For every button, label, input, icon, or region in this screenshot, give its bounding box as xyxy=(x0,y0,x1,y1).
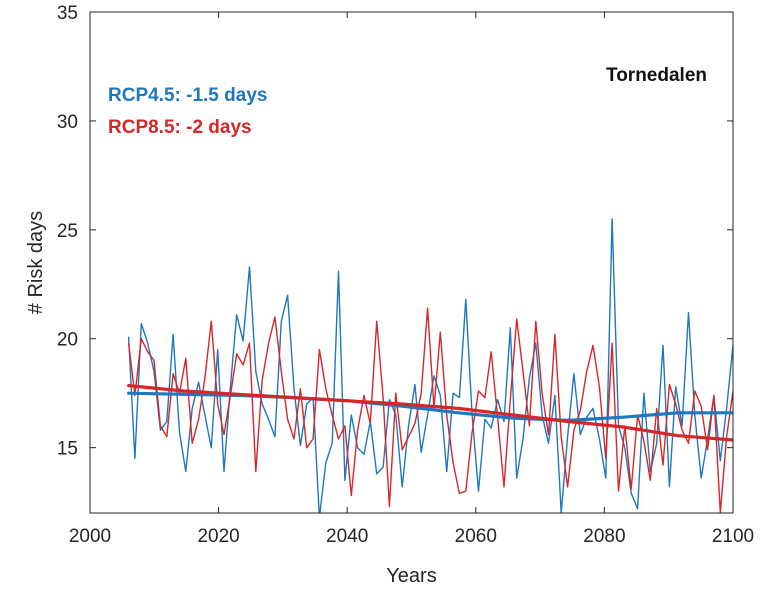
rcp85-label: RCP8.5: -2 days xyxy=(108,117,252,138)
x-tick-label: 2080 xyxy=(583,526,625,547)
rcp85-trend-line xyxy=(127,384,733,442)
series-group xyxy=(127,218,733,513)
x-tick-label: 2100 xyxy=(712,526,754,547)
x-tick-label: 2060 xyxy=(455,526,497,547)
x-tick-label: 2020 xyxy=(197,526,239,547)
x-tick-label: 2000 xyxy=(69,526,111,547)
y-tick-label: 35 xyxy=(57,3,78,24)
y-tick-label: 15 xyxy=(57,439,78,460)
x-axis-label: Years xyxy=(386,565,436,587)
y-tick-label: 30 xyxy=(57,112,78,133)
axes-box xyxy=(89,11,734,514)
rcp85-annual-line xyxy=(127,307,733,513)
plot-lines xyxy=(127,218,733,513)
y-axis-label: # Risk days xyxy=(25,211,47,314)
y-tick-label: 25 xyxy=(57,221,78,242)
y-tick-label: 20 xyxy=(57,330,78,351)
region-label: Tornedalen xyxy=(606,65,707,86)
axis-ticks: 2000 2020 2040 2060 2080 2100 15 20 25 30 35 xyxy=(57,3,754,547)
rcp45-label: RCP4.5: -1.5 days xyxy=(108,85,267,106)
x-tick-label: 2040 xyxy=(326,526,368,547)
